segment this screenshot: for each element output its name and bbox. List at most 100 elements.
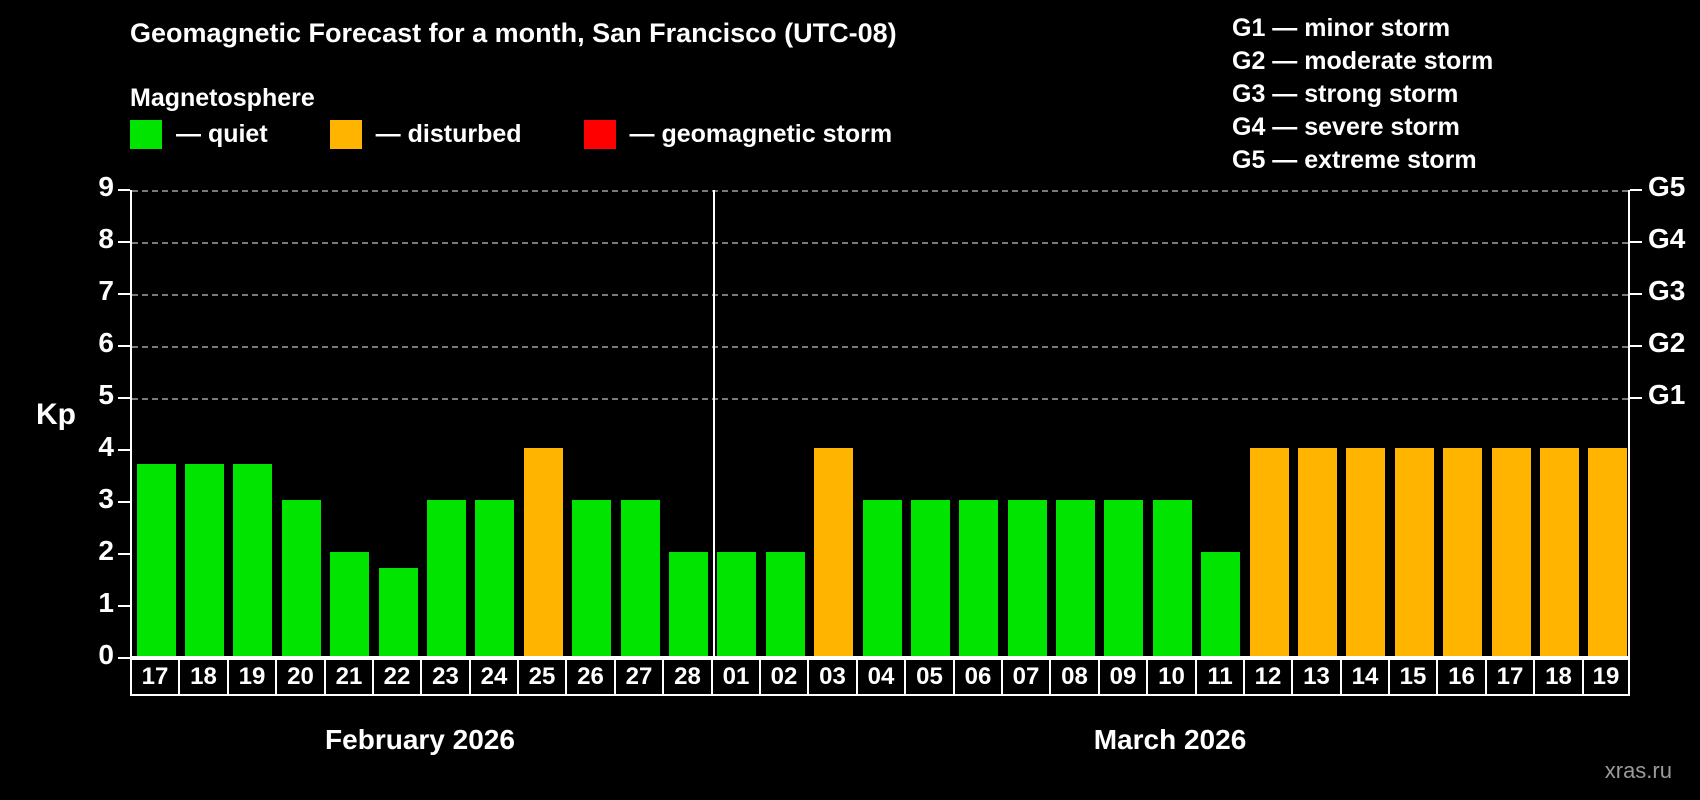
gridline-kp-7: [132, 294, 1628, 296]
bar-day-18: [1540, 448, 1579, 656]
bar-day-12: [1250, 448, 1289, 656]
y-tick-label-6: 6: [98, 327, 114, 358]
legend-item-storm: — geomagnetic storm: [583, 120, 893, 149]
day-cell-07: 07: [1001, 658, 1051, 696]
day-cell-14: 14: [1340, 658, 1390, 696]
day-cell-03: 03: [807, 658, 858, 696]
g-scale-legend-g3: G3 — strong storm: [1232, 80, 1459, 108]
day-cell-01: 01: [711, 658, 761, 696]
g-tick-mark-g5: [1630, 189, 1642, 191]
g-scale-label-g5: G5: [1648, 171, 1686, 202]
bar-day-23: [427, 500, 466, 656]
day-cell-21: 21: [324, 658, 374, 696]
g-tick-mark-g4: [1630, 241, 1642, 243]
day-cell-11: 11: [1195, 658, 1245, 696]
day-cell-24: 24: [469, 658, 519, 696]
day-cell-18: 18: [178, 658, 229, 696]
y-tick-label-1: 1: [98, 587, 114, 618]
day-cell-08: 08: [1049, 658, 1100, 696]
g-tick-mark-g3: [1630, 293, 1642, 295]
day-cell-13: 13: [1291, 658, 1342, 696]
g-scale-label-g3: G3: [1648, 275, 1686, 306]
y-tick-mark-6: [118, 345, 130, 347]
legend-label-quiet: — quiet: [176, 120, 268, 148]
bar-day-02: [766, 552, 805, 656]
bar-day-16: [1443, 448, 1482, 656]
day-cell-15: 15: [1388, 658, 1438, 696]
y-tick-mark-8: [118, 241, 130, 243]
g-scale-label-g2: G2: [1648, 327, 1686, 358]
watermark: xras.ru: [1604, 758, 1672, 783]
bar-day-20: [282, 500, 321, 656]
day-cell-28: 28: [662, 658, 713, 696]
bar-day-07: [1008, 500, 1047, 656]
legend-label-disturbed: — disturbed: [375, 120, 522, 148]
y-tick-mark-4: [118, 449, 130, 451]
quiet-swatch-icon: [130, 120, 162, 149]
day-cell-23: 23: [420, 658, 471, 696]
g-scale-label-g1: G1: [1648, 379, 1686, 410]
legend-item-quiet: — quiet: [130, 120, 268, 149]
kp-axis-label: Kp: [36, 398, 76, 431]
bar-day-09: [1104, 500, 1143, 656]
gridline-kp-8: [132, 242, 1628, 244]
y-tick-label-8: 8: [98, 223, 114, 254]
legend-label-storm: — geomagnetic storm: [629, 120, 893, 148]
g-scale-legend: G1 — minor storm G2 — moderate storm G3 …: [1232, 12, 1493, 177]
day-cell-05: 05: [904, 658, 955, 696]
y-tick-mark-0: [118, 657, 130, 659]
day-cell-19: 19: [1582, 658, 1630, 696]
status-legend: — quiet — disturbed — geomagnetic storm: [130, 120, 892, 149]
y-tick-label-3: 3: [98, 483, 114, 514]
bar-day-22: [379, 568, 418, 656]
month-label-1: March 2026: [1093, 724, 1247, 755]
g-scale-legend-g1: G1 — minor storm: [1232, 14, 1451, 42]
bar-day-14: [1346, 448, 1385, 656]
bar-day-06: [959, 500, 998, 656]
day-cell-20: 20: [275, 658, 326, 696]
y-tick-mark-2: [118, 553, 130, 555]
g-scale-legend-g5: G5 — extreme storm: [1232, 146, 1477, 174]
day-cell-17: 17: [130, 658, 180, 696]
bar-day-28: [669, 552, 708, 656]
bar-day-03: [814, 448, 853, 656]
day-cell-16: 16: [1436, 658, 1487, 696]
bar-day-11: [1201, 552, 1240, 656]
day-cell-04: 04: [856, 658, 906, 696]
storm-swatch-icon: [583, 120, 616, 149]
month-separator: [713, 190, 715, 656]
day-cell-27: 27: [614, 658, 664, 696]
bar-day-15: [1395, 448, 1434, 656]
bar-day-01: [717, 552, 756, 656]
legend-item-disturbed: — disturbed: [329, 120, 522, 149]
y-tick-mark-7: [118, 293, 130, 295]
day-cell-18: 18: [1533, 658, 1584, 696]
month-label-0: February 2026: [325, 724, 515, 755]
y-tick-mark-9: [118, 189, 130, 191]
bar-day-10: [1153, 500, 1192, 656]
bar-day-17: [1492, 448, 1531, 656]
y-tick-mark-5: [118, 397, 130, 399]
magnetosphere-label: Magnetosphere: [130, 84, 315, 112]
bar-day-24: [475, 500, 514, 656]
bar-day-08: [1056, 500, 1095, 656]
y-tick-label-4: 4: [98, 431, 114, 462]
bar-day-19: [233, 464, 272, 656]
day-cell-26: 26: [565, 658, 616, 696]
gridline-kp-6: [132, 346, 1628, 348]
bar-day-13: [1298, 448, 1337, 656]
y-tick-mark-1: [118, 605, 130, 607]
day-cell-02: 02: [759, 658, 809, 696]
bar-day-17: [137, 464, 176, 656]
g-tick-mark-g1: [1630, 397, 1642, 399]
y-tick-label-5: 5: [98, 379, 114, 410]
bar-day-18: [185, 464, 224, 656]
chart-title: Geomagnetic Forecast for a month, San Fr…: [130, 18, 897, 48]
y-tick-mark-3: [118, 501, 130, 503]
day-cell-22: 22: [372, 658, 422, 696]
y-tick-label-9: 9: [98, 171, 114, 202]
bar-day-25: [524, 448, 563, 656]
g-tick-mark-g2: [1630, 345, 1642, 347]
bar-day-27: [621, 500, 660, 656]
